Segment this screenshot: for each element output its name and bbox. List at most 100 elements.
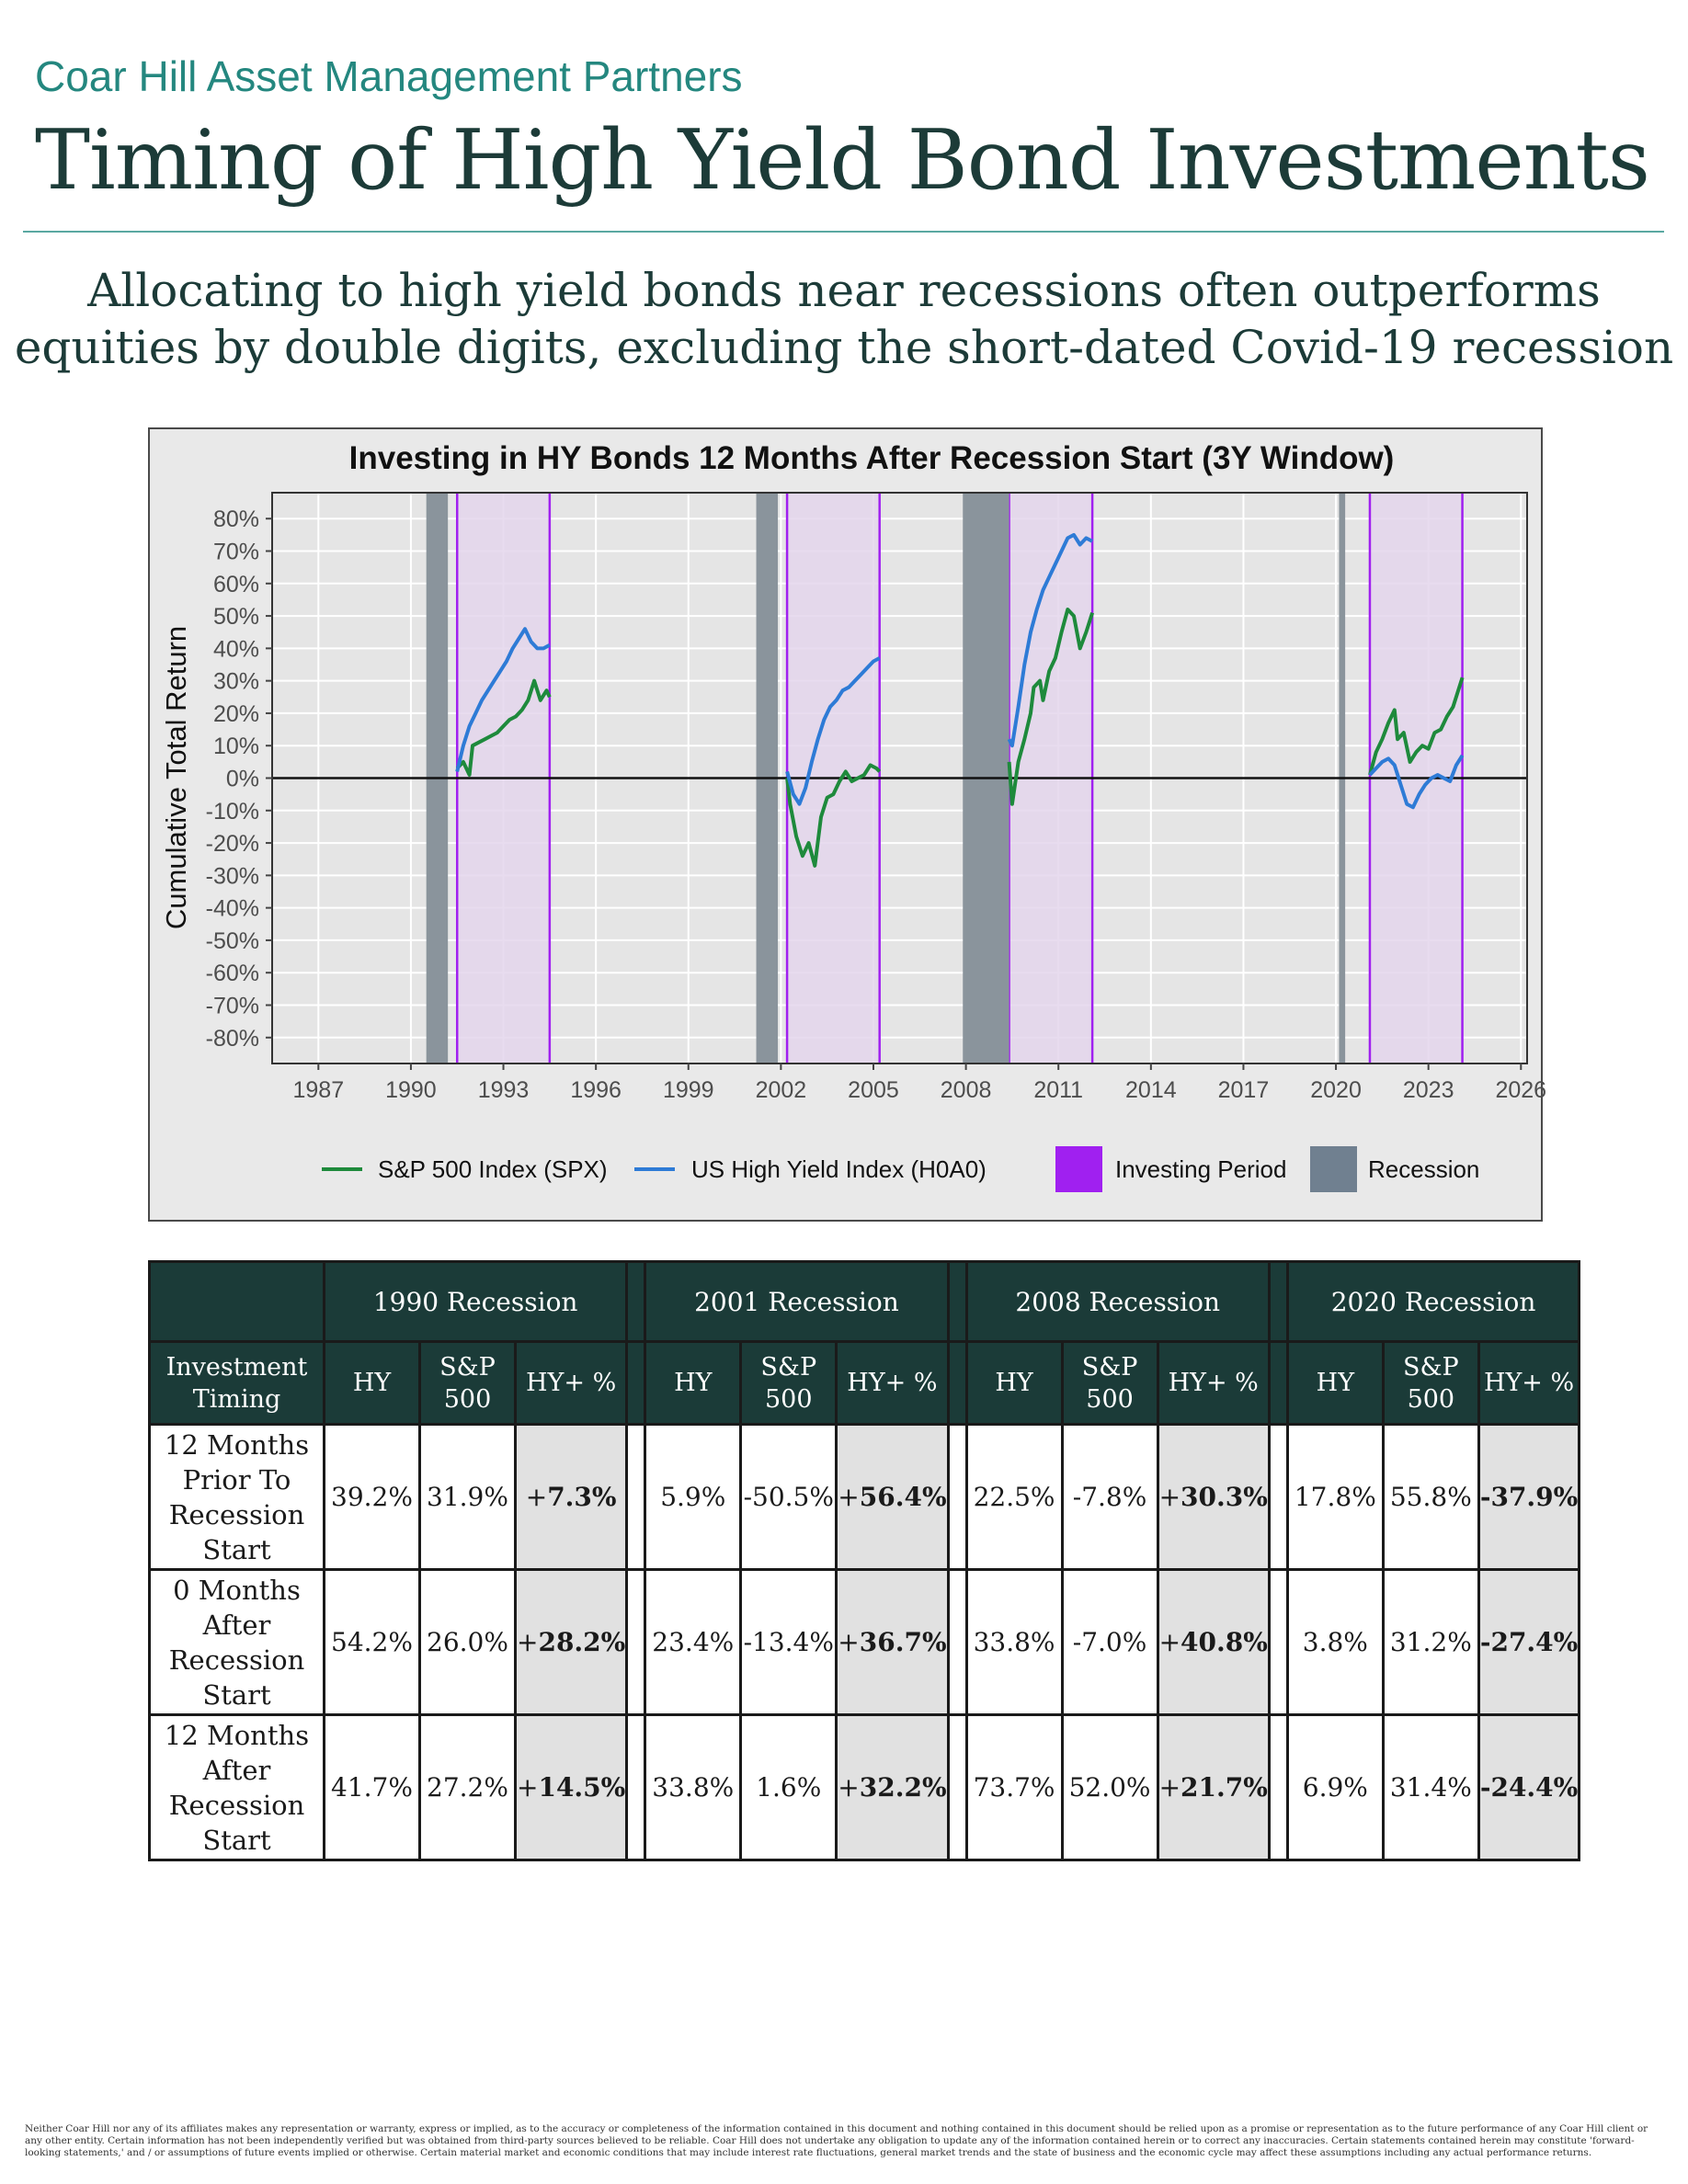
subtitle-line-2: equities by double digits, excluding the… — [14, 321, 1674, 374]
table-row: 0 Months After Recession Start 54.2% 26.0%… — [148, 1568, 1581, 1716]
sp500-return-cell: 31.4% — [1381, 1713, 1480, 1861]
y-tick-label: -30% — [206, 863, 259, 889]
sp500-return-cell: 26.0% — [418, 1568, 517, 1716]
outperformance-value: 30.3% — [1180, 1482, 1268, 1512]
row-label: 12 Months After Recession Start — [148, 1713, 325, 1861]
x-tick-label: 2005 — [848, 1077, 899, 1103]
hy-column-header: HY — [964, 1340, 1064, 1426]
y-tick-label: -50% — [206, 928, 259, 954]
outperformance-value: 28.2% — [538, 1627, 626, 1657]
hy-outperformance-cell: -37.9% — [1477, 1423, 1581, 1571]
sp500-return-cell: 1.6% — [739, 1713, 838, 1861]
legend-label-us-high-yield-index-h0a0: US High Yield Index (H0A0) — [691, 1155, 987, 1183]
hy-column-header: HY — [1285, 1340, 1385, 1426]
hy-return-cell: 39.2% — [323, 1423, 421, 1571]
sp500-header-line-1: S&P — [1402, 1352, 1459, 1382]
sp500-return-cell: 31.2% — [1381, 1568, 1480, 1716]
x-tick-label: 1999 — [663, 1077, 714, 1103]
performance-table: 1990 Recession 2001 Recession 2008 Reces… — [148, 1260, 1581, 1861]
outperformance-sign: + — [1158, 1482, 1181, 1512]
y-tick-label: 80% — [213, 506, 259, 532]
investment-timing-header: Investment Timing — [148, 1340, 325, 1426]
sp500-header-line-1: S&P — [1081, 1352, 1138, 1382]
series-line-hy — [1368, 754, 1465, 810]
legend-label-s-p-500-index-spx: S&P 500 Index (SPX) — [378, 1155, 608, 1183]
hy-outperformance-cell: +14.5% — [513, 1713, 629, 1861]
x-tick-label: 2026 — [1495, 1077, 1546, 1103]
hy-return-cell: 5.9% — [644, 1423, 743, 1571]
series-lines — [455, 532, 1465, 868]
y-tick-label: 60% — [213, 572, 259, 597]
y-tick-label: 30% — [213, 669, 259, 695]
x-tick-label: 2008 — [941, 1077, 992, 1103]
hy-return-cell: 54.2% — [323, 1568, 421, 1716]
outperformance-value: 56.4% — [859, 1482, 947, 1512]
outperformance-sign: + — [525, 1482, 548, 1512]
sp500-column-header: S&P 500 — [1060, 1340, 1159, 1426]
hy-outperformance-cell: +40.8% — [1156, 1568, 1271, 1716]
series-line-spx — [785, 763, 882, 868]
table-row: 12 Months Prior To Recession Start 39.2% 3… — [148, 1423, 1581, 1571]
table-spacer — [1267, 1423, 1289, 1571]
x-tick-label: 2017 — [1218, 1077, 1270, 1103]
hy-return-cell: 17.8% — [1285, 1423, 1385, 1571]
subtitle-line-1: Allocating to high yield bonds near rece… — [87, 264, 1601, 317]
hy-column-header: HY — [644, 1340, 743, 1426]
table-spacer — [1267, 1568, 1289, 1716]
legend-key-investing-period — [1055, 1146, 1102, 1192]
sp500-return-cell: 27.2% — [418, 1713, 517, 1861]
series-line-hy — [455, 627, 551, 772]
hy-outperformance-cell: +30.3% — [1156, 1423, 1271, 1571]
outperformance-value: 21.7% — [1180, 1772, 1268, 1803]
table-spacer — [946, 1568, 968, 1716]
hy-return-cell: 33.8% — [964, 1568, 1064, 1716]
table-spacer — [625, 1568, 647, 1716]
y-tick-label: -80% — [206, 1026, 259, 1052]
outperformance-value: -27.4% — [1479, 1627, 1579, 1657]
outperformance-sign: + — [517, 1627, 539, 1657]
recession-header-2020: 2020 Recession — [1285, 1260, 1581, 1343]
table-spacer — [946, 1260, 968, 1343]
hy-return-cell: 23.4% — [644, 1568, 743, 1716]
sp500-return-cell: 52.0% — [1060, 1713, 1159, 1861]
sp500-return-cell: -7.0% — [1060, 1568, 1159, 1716]
outperformance-value: 40.8% — [1180, 1627, 1268, 1657]
recession-header-2001: 2001 Recession — [644, 1260, 950, 1343]
hy-outperformance-cell: +28.2% — [513, 1568, 629, 1716]
hy-outperformance-cell: +21.7% — [1156, 1713, 1271, 1861]
outperformance-value: 36.7% — [859, 1627, 947, 1657]
sp500-header-line-2: 500 — [1407, 1384, 1455, 1414]
sp500-header-line-2: 500 — [765, 1384, 813, 1414]
y-axis-label: Cumulative Total Return — [160, 626, 192, 929]
y-tick-label: -10% — [206, 799, 259, 825]
legend-label-recession: Recession — [1368, 1155, 1479, 1183]
hy-outperformance-cell: +32.2% — [835, 1713, 950, 1861]
sp500-column-header: S&P 500 — [739, 1340, 838, 1426]
recession-header-2008: 2008 Recession — [964, 1260, 1271, 1343]
x-tick-label: 2002 — [756, 1077, 807, 1103]
sp500-return-cell: -13.4% — [739, 1568, 838, 1716]
outperformance-value: 7.3% — [547, 1482, 617, 1512]
legend-key-recession — [1310, 1146, 1357, 1192]
x-tick-label: 2014 — [1125, 1077, 1177, 1103]
hy-outperformance-cell: +36.7% — [835, 1568, 950, 1716]
x-tick-label: 2011 — [1033, 1077, 1083, 1103]
sp500-return-cell: -50.5% — [739, 1423, 838, 1571]
page-title: Timing of High Yield Bond Investments — [35, 112, 1650, 209]
chart-title: Investing in HY Bonds 12 Months After Re… — [349, 440, 1395, 476]
series-line-spx — [1007, 608, 1095, 806]
table-spacer — [946, 1713, 968, 1861]
series-line-hy — [1007, 532, 1094, 748]
table-spacer — [1267, 1713, 1289, 1861]
table-spacer — [1267, 1340, 1289, 1426]
outperformance-value: 32.2% — [859, 1772, 947, 1803]
sp500-column-header: S&P 500 — [1381, 1340, 1480, 1426]
x-axis-ticks: 1987 1990 1993 1996 1999 2002 2005 2008 2011 2014… — [292, 1064, 1546, 1103]
hy-return-cell: 41.7% — [323, 1713, 421, 1861]
table-spacer — [625, 1713, 647, 1861]
hy-outperformance-cell: +56.4% — [835, 1423, 950, 1571]
x-tick-label: 2020 — [1310, 1077, 1362, 1103]
row-label: 0 Months After Recession Start — [148, 1568, 325, 1716]
x-tick-label: 1996 — [570, 1077, 622, 1103]
y-tick-label: 10% — [213, 734, 259, 759]
